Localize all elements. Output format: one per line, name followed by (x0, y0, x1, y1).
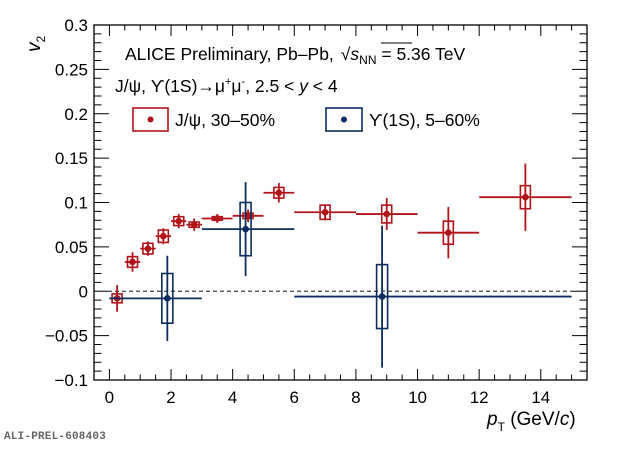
legend-marker-dot-jpsi (147, 116, 154, 123)
sys-error-box (142, 242, 154, 255)
data-marker (242, 225, 249, 233)
data-point (294, 204, 356, 221)
data-point (355, 198, 418, 231)
data-marker (321, 208, 329, 216)
axes: 0 2 4 6 8 10 12 14 −0.1 −0.05 0 0.05 0.1 0.15 0.2 0.25 0… (45, 16, 588, 407)
data-marker (175, 217, 183, 225)
y-tick-label: 0.25 (55, 60, 88, 79)
x-tick-label: 10 (408, 388, 427, 407)
data-marker (275, 189, 283, 197)
legend-label-jpsi: J/ψ, 30–50% (175, 110, 275, 130)
data-marker (445, 229, 452, 236)
sys-error-box (375, 263, 389, 330)
x-tick-label: 0 (105, 388, 114, 407)
data-point (155, 228, 172, 245)
data-layer (109, 163, 572, 368)
data-point (232, 209, 264, 223)
data-marker (383, 210, 391, 218)
plot-frame-rect (93, 24, 588, 381)
data-point (479, 163, 572, 231)
sys-error-box (157, 229, 170, 244)
legend-marker-box-upsilon (325, 107, 363, 132)
data-point (201, 182, 295, 277)
annotation-line-2: J/ψ, ϒ(1S)→μ+μ-, 2.5 < y < 4 (115, 76, 338, 96)
data-marker (129, 258, 136, 266)
y-tick-label: 0.05 (55, 238, 88, 257)
plot-frame (93, 24, 588, 381)
y-tick-label: 0.15 (55, 149, 88, 168)
sys-error-box (239, 201, 252, 257)
series-upsilon (109, 182, 572, 368)
data-point (201, 214, 233, 223)
series-jpsi (109, 163, 572, 312)
y-axis-title: v2 (24, 36, 48, 53)
y-tick-label: 0.1 (64, 194, 88, 213)
legend-item-jpsi: J/ψ, 30–50% (132, 107, 275, 132)
legend-label-upsilon: ϒ(1S), 5–60% (369, 110, 480, 130)
data-point (294, 225, 572, 368)
data-point (186, 218, 202, 231)
data-point (263, 182, 295, 203)
data-point (140, 241, 156, 256)
x-tick-label: 12 (470, 388, 489, 407)
legend-item-upsilon: ϒ(1S), 5–60% (325, 107, 480, 132)
data-point (417, 206, 480, 259)
sys-error-box (172, 215, 185, 227)
legend: J/ψ, 30–50% ϒ(1S), 5–60% (132, 107, 480, 132)
data-marker (213, 215, 221, 222)
data-marker (378, 293, 386, 300)
figure-id-label: ALI-PREL-608403 (4, 431, 107, 443)
x-axis-title: pT (GeV/c) (486, 409, 576, 434)
data-point (109, 255, 202, 341)
y-tick-label: −0.05 (45, 327, 88, 346)
sys-error-box (161, 272, 174, 325)
y-tick-label: 0.2 (64, 105, 88, 124)
sys-error-box (380, 204, 393, 224)
sys-error-box (273, 186, 285, 199)
legend-marker-dot-upsilon (341, 116, 347, 123)
x-tick-label: 14 (531, 388, 550, 407)
sqrt-symbol: √ (341, 44, 351, 64)
y-tick-label: 0.3 (64, 16, 88, 35)
x-tick-label: 8 (351, 388, 360, 407)
sys-error-box (319, 204, 331, 221)
y-tick-label: 0 (79, 282, 88, 301)
x-tick-label: 6 (290, 388, 299, 407)
annotation-line-1: ALICE Preliminary, Pb–Pb, √sNN = 5.36 TeV (125, 44, 466, 67)
data-point (171, 214, 187, 229)
sys-error-box (442, 220, 455, 246)
sys-error-box (126, 255, 139, 269)
x-tick-label: 4 (228, 388, 237, 407)
data-marker (190, 221, 198, 228)
sys-error-box (519, 184, 532, 210)
data-marker (144, 245, 152, 252)
x-tick-label: 2 (166, 388, 175, 407)
data-marker (160, 232, 167, 240)
legend-marker-box-jpsi (132, 107, 169, 132)
data-marker (164, 295, 171, 302)
y-tick-label: −0.1 (54, 371, 88, 390)
data-marker (522, 193, 529, 201)
data-point (124, 252, 141, 272)
